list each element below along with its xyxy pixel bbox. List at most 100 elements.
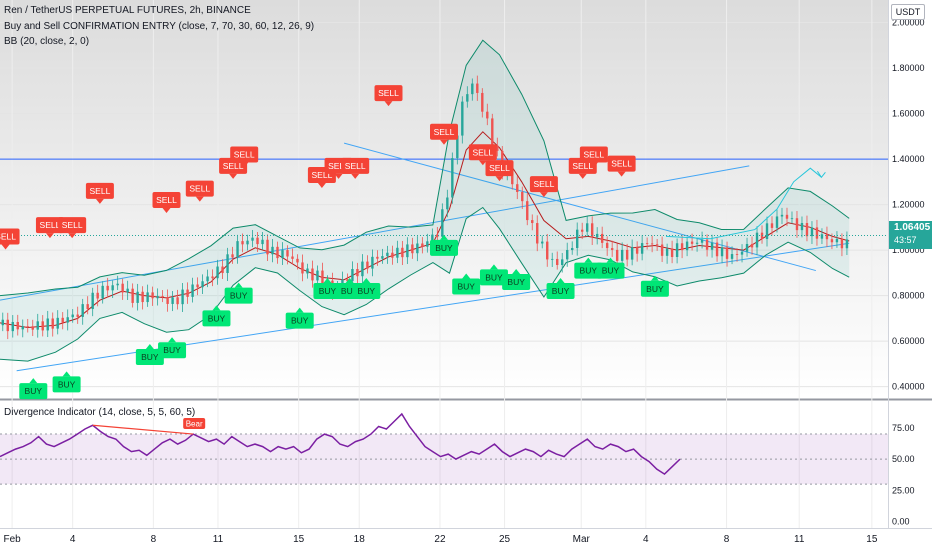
bollinger-legend[interactable]: BB (20, close, 2, 0) [4,36,90,47]
candle-body [146,292,149,303]
candle-body [730,254,734,259]
sell-label-text: SELL [40,220,61,230]
candle-body [56,317,59,329]
sell-label-pointer [384,101,393,107]
candle-body [296,258,299,263]
buy-label-box [135,349,164,366]
candle-body [615,249,619,261]
sell-label-box [185,180,214,197]
sell-label-text: SELL [583,150,604,160]
buy-label-box [224,287,253,304]
buy-label-pointer [323,278,332,284]
candle-body [136,291,139,303]
buy-signal: BUY [158,337,187,359]
candle-body [181,289,184,305]
candle-body [406,244,409,258]
candle-body [735,254,739,255]
candle-body [645,243,649,244]
candle-body [151,292,154,299]
symbol-title[interactable]: Ren / TetherUS PERPETUAL FUTURES, 2h, BI… [4,5,251,16]
candle-body [41,321,44,331]
buy-label-box [479,269,508,286]
candle-body [456,135,459,159]
buy-label-pointer [295,307,304,313]
sell-signal: SELL [579,146,608,168]
bear-divergence-label: Bear [183,418,206,430]
candle-body [446,197,449,210]
time-tick-label: 11 [794,534,805,545]
candle-body [451,158,454,198]
bear-label-text: Bear [186,420,203,429]
candle-body [825,234,829,240]
buy-signal: BUY [452,273,481,295]
candle-body [511,172,514,185]
buy-label-pointer [650,275,659,281]
sell-signal: SELL [85,182,114,204]
divergence-indicator-legend[interactable]: Divergence Indicator (14, close, 5, 5, 6… [4,407,196,418]
candle-body [536,223,539,244]
buy-label-text: BUY [435,243,453,253]
candle-body [580,229,584,232]
candle-body [496,145,499,151]
buy-label-pointer [168,337,177,343]
candle-body [256,237,259,245]
candle-body [755,232,759,248]
sell-label-text: SELL [611,159,632,169]
sell-label-pointer [495,176,504,182]
candle-body [6,319,9,332]
buy-signal: BUY [313,278,342,300]
candle-body [96,292,99,299]
sell-label-pointer [440,139,448,145]
sell-label-pointer [617,171,626,177]
candle-body [141,291,144,303]
sell-label-box [35,217,64,234]
candle-body [431,234,434,242]
candle-body [785,214,789,219]
sell-signal: SELL [58,217,87,239]
candle-body [291,256,294,259]
candle-body [76,314,79,317]
buy-label-text: BUY [141,352,159,362]
candle-body [386,252,389,257]
candle-body [830,239,834,243]
candle-body [226,254,229,274]
candle-body [426,241,429,247]
buy-label-text: BUY [552,286,570,296]
candle-body [561,259,564,266]
candle-body [541,241,544,244]
candle-body [521,191,524,202]
sell-label-pointer [539,192,548,198]
candle-body [216,266,219,279]
sell-label-box [341,157,370,174]
main-pane-background [0,0,888,398]
buy-label-pointer [362,278,371,284]
sell-label-box [0,228,20,245]
candle-body [311,268,314,281]
sell-signal: SELL [341,157,370,179]
price-tick-label: 1.60000 [892,109,925,119]
buy-signal: BUY [479,264,508,286]
candle-body [441,209,444,237]
buy-label-pointer [489,264,498,270]
buy-label-box [430,239,458,256]
candle-body [665,248,669,256]
candle-body [790,218,794,220]
sell-label-text: SELL [312,170,333,180]
sell-label-pointer [351,173,360,179]
currency-selector[interactable]: USDT [891,4,925,20]
candle-body [281,250,284,259]
buy-signal: BUY [19,378,48,400]
time-tick-label: 25 [499,534,511,545]
sell-signal: SELL [152,192,181,214]
sell-label-pointer [229,173,238,179]
candle-body [191,284,194,297]
sell-label-pointer [334,173,343,179]
candle-body [486,111,489,119]
candle-body [805,223,809,237]
buy-label-text: BUY [602,266,620,276]
candle-body [111,285,114,291]
indicator-legend[interactable]: Buy and Sell CONFIRMATION ENTRY (close, … [4,21,315,32]
sell-label-box [58,217,87,234]
candle-body [605,242,609,249]
